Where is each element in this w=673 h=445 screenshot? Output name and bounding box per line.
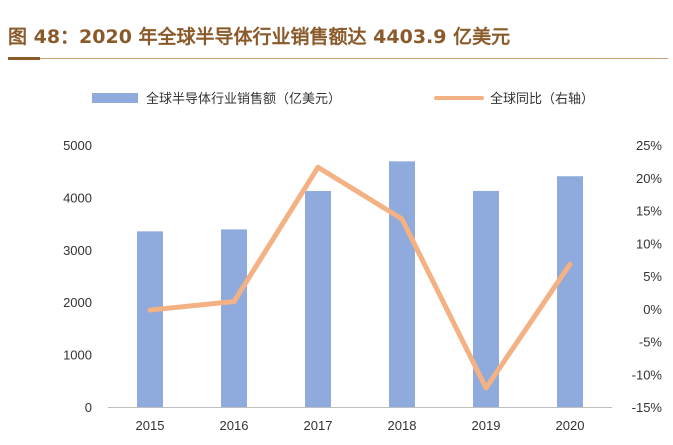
y-tick-label: 2000 <box>63 295 92 310</box>
y2-tick-label: -5% <box>639 335 663 350</box>
y2-tick-label: 5% <box>643 269 662 284</box>
bar <box>389 161 415 407</box>
bar <box>305 191 331 407</box>
legend-bar-swatch <box>92 93 138 103</box>
bar <box>137 231 163 407</box>
x-tick-label: 2016 <box>220 418 249 433</box>
bar <box>557 176 583 407</box>
yoy-growth-line <box>147 164 573 391</box>
y2-tick-label: -15% <box>632 400 663 415</box>
y2-tick-label: 20% <box>636 171 662 186</box>
y2-tick-label: 0% <box>643 302 662 317</box>
legend-bar-label: 全球半导体行业销售额（亿美元） <box>146 91 341 107</box>
bar <box>221 229 247 407</box>
x-tick-label: 2018 <box>388 418 417 433</box>
y2-tick-label: -10% <box>632 367 663 382</box>
x-tick-label: 2019 <box>472 418 501 433</box>
y-tick-label: 5000 <box>63 138 92 153</box>
chart-title: 图 48：2020 年全球半导体行业销售额达 4403.9 亿美元 <box>8 26 511 48</box>
legend-line-label: 全球同比（右轴） <box>490 91 594 107</box>
title-divider <box>8 58 668 59</box>
x-tick-label: 2017 <box>304 418 333 433</box>
y2-tick-label: 10% <box>636 236 662 251</box>
x-tick-label: 2020 <box>556 418 585 433</box>
y-tick-label: 4000 <box>63 190 92 205</box>
title-divider-accent <box>8 57 40 60</box>
y2-tick-label: 15% <box>636 204 662 219</box>
y-tick-label: 0 <box>85 400 92 415</box>
y-tick-label: 1000 <box>63 348 92 363</box>
x-tick-label: 2015 <box>136 418 165 433</box>
y2-tick-label: 25% <box>636 138 662 153</box>
y-tick-label: 3000 <box>63 243 92 258</box>
